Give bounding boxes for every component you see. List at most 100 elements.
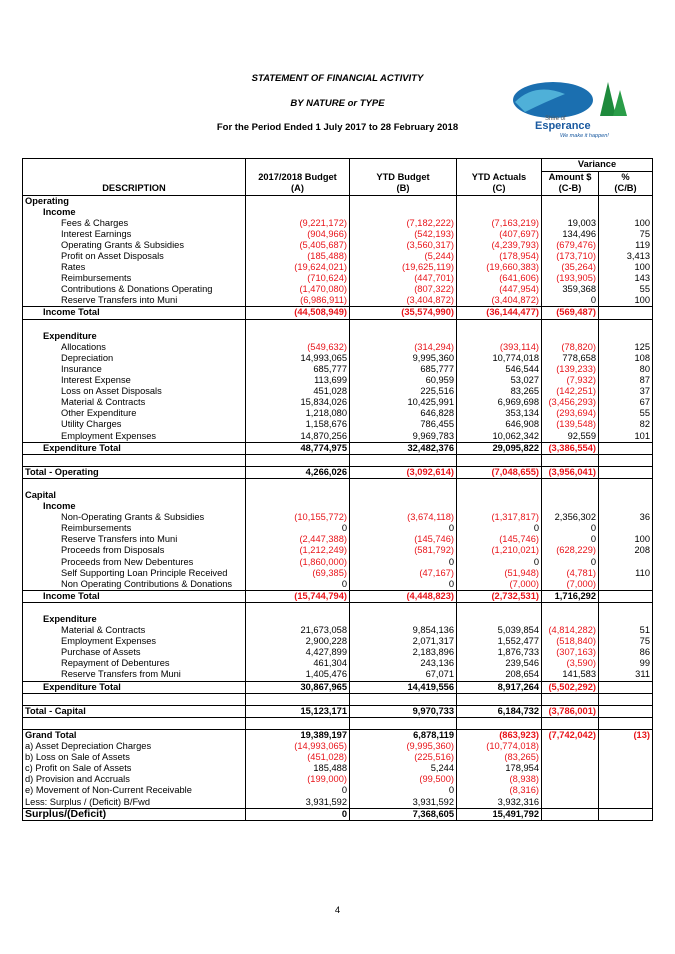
amount: 67,071 bbox=[349, 669, 457, 682]
blank-row bbox=[23, 454, 653, 467]
amount bbox=[598, 465, 653, 479]
amount: 1,158,676 bbox=[245, 419, 350, 431]
cell bbox=[598, 613, 653, 626]
amount: 1,405,476 bbox=[245, 669, 350, 682]
amount: (4,781) bbox=[541, 567, 599, 579]
amount: 55 bbox=[598, 408, 653, 420]
amount: 0 bbox=[349, 785, 457, 797]
amount: (628,229) bbox=[541, 545, 599, 557]
amount: 82 bbox=[598, 419, 653, 431]
amount bbox=[541, 785, 599, 797]
amount: 208 bbox=[598, 545, 653, 557]
row-label: Total - Operating bbox=[22, 465, 246, 479]
amount: (13) bbox=[598, 728, 653, 741]
amount: (293,694) bbox=[541, 408, 599, 420]
blank-cell bbox=[349, 717, 457, 730]
cell bbox=[245, 501, 350, 513]
blank-cell bbox=[456, 693, 542, 706]
amount: 30,867,965 bbox=[245, 680, 350, 694]
amount: (9,221,172) bbox=[245, 217, 350, 229]
amount: (19,624,021) bbox=[245, 262, 350, 274]
column-header: % bbox=[598, 171, 653, 183]
blank-cell bbox=[349, 454, 457, 467]
amount: (7,932) bbox=[541, 375, 599, 387]
logo-text: Esperance bbox=[535, 120, 591, 132]
result-row: Surplus/(Deficit) 0 7,368,605 15,491,792 bbox=[22, 807, 653, 821]
cell bbox=[598, 330, 653, 342]
cell bbox=[456, 206, 542, 218]
column-header: (A) bbox=[245, 183, 350, 196]
amount: (451,028) bbox=[245, 752, 350, 764]
blank-cell bbox=[598, 319, 653, 331]
amount: (225,516) bbox=[349, 752, 457, 764]
amount: 15,123,171 bbox=[245, 704, 350, 718]
cell bbox=[349, 489, 457, 502]
amount: 185,488 bbox=[245, 763, 350, 775]
amount: 143 bbox=[598, 273, 653, 285]
cell bbox=[245, 330, 350, 342]
blank-cell bbox=[598, 717, 653, 730]
amount: 1,218,080 bbox=[245, 408, 350, 420]
amount: (3,786,001) bbox=[541, 704, 599, 718]
amount: (6,986,911) bbox=[245, 295, 350, 307]
amount: (199,000) bbox=[245, 774, 350, 786]
amount: (10,155,772) bbox=[245, 512, 350, 524]
line-item: Depreciation 14,993,065 9,995,360 10,774,01… bbox=[23, 352, 653, 364]
amount bbox=[598, 306, 653, 320]
blank-row bbox=[23, 478, 653, 490]
row-label: Non-Operating Grants & Subsidies bbox=[61, 512, 205, 523]
row-label: Interest Earnings bbox=[61, 228, 132, 239]
title-row: Expenditure bbox=[23, 330, 653, 342]
line-item: Contributions & Donations Operating (1,47… bbox=[23, 284, 653, 296]
amount: (178,954) bbox=[456, 250, 542, 263]
row-label: b) Loss on Sale of Assets bbox=[25, 752, 130, 763]
row-label: Non Operating Contributions & Donations bbox=[61, 578, 233, 589]
amount: (10,774,018) bbox=[456, 741, 542, 753]
amount bbox=[598, 774, 653, 786]
blank-cell bbox=[23, 454, 246, 466]
amount: 10,774,018 bbox=[456, 352, 542, 364]
column-header: YTD Actuals bbox=[456, 171, 542, 183]
row-label: Less: Surplus / (Deficit) B/Fwd bbox=[25, 796, 151, 807]
line-item: Insurance 685,777 685,777 546,544 (139,233) 8… bbox=[23, 363, 653, 375]
header-row: DESCRIPTION (A) (B) (C) (C-B) (C/B) bbox=[22, 183, 653, 196]
row-label: Reimbursements bbox=[61, 523, 132, 534]
amount: (2,447,388) bbox=[245, 534, 350, 546]
blank-cell bbox=[541, 602, 599, 614]
blank-cell bbox=[598, 478, 653, 490]
amount: (19,660,383) bbox=[456, 262, 542, 274]
logo: Shire of Esperance We make it happen! bbox=[513, 82, 627, 139]
blank-cell bbox=[541, 454, 599, 467]
group-total: Expenditure Total 30,867,965 14,419,556 8,9… bbox=[22, 680, 653, 694]
amount: 353,134 bbox=[456, 408, 542, 420]
amount: 86 bbox=[598, 647, 653, 659]
cell bbox=[456, 195, 542, 207]
blank-cell bbox=[541, 717, 599, 730]
cell bbox=[349, 330, 457, 342]
amount: (3,560,317) bbox=[349, 239, 457, 251]
row-label: d) Provision and Accruals bbox=[25, 774, 130, 785]
amount: 1,876,733 bbox=[456, 647, 542, 659]
amount: 14,993,065 bbox=[245, 352, 350, 364]
amount bbox=[598, 796, 653, 809]
amount: 461,304 bbox=[245, 658, 350, 670]
blank-cell bbox=[541, 478, 599, 490]
row-label: Reserve Transfers into Muni bbox=[61, 534, 178, 545]
amount bbox=[598, 680, 653, 694]
amount: 6,184,732 bbox=[456, 704, 542, 718]
amount: 7,368,605 bbox=[349, 807, 457, 821]
line-item: Reserve Transfers into Muni (2,447,388) (1… bbox=[23, 534, 653, 546]
amount: 100 bbox=[598, 217, 653, 229]
cell bbox=[349, 195, 457, 207]
amount: 0 bbox=[245, 785, 350, 797]
row-label: Reserve Transfers into Muni bbox=[61, 295, 178, 306]
section-total: Total - Capital 15,123,171 9,970,733 6,184,… bbox=[22, 704, 653, 718]
amount: 9,969,783 bbox=[349, 430, 457, 443]
adjustment-row: a) Asset Depreciation Charges (14,993,065… bbox=[23, 741, 653, 753]
title-row: Income bbox=[23, 206, 653, 218]
column-header: YTD Budget bbox=[349, 171, 457, 183]
amount: (139,548) bbox=[541, 419, 599, 431]
column-header: (C) bbox=[456, 183, 542, 196]
line-item: Operating Grants & Subsidies (5,405,687)(… bbox=[23, 239, 653, 251]
